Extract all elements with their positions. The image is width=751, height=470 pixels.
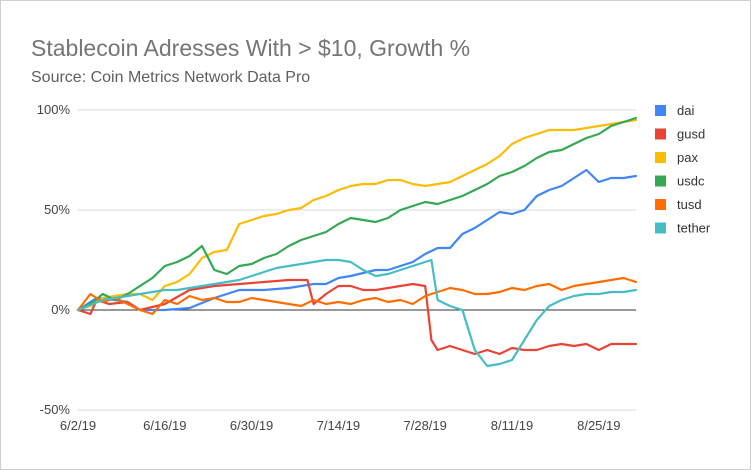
legend-label-gusd: gusd: [677, 127, 705, 142]
y-tick-label: 0%: [51, 302, 70, 317]
legend-label-tusd: tusd: [677, 197, 702, 212]
legend-label-dai: dai: [677, 103, 694, 118]
x-tick-label: 6/2/19: [60, 418, 96, 433]
legend-label-pax: pax: [677, 150, 698, 165]
y-tick-label: 50%: [44, 202, 70, 217]
x-tick-label: 6/30/19: [230, 418, 273, 433]
legend-label-tether: tether: [677, 221, 711, 236]
x-tick-label: 7/14/19: [317, 418, 360, 433]
chart-subtitle: Source: Coin Metrics Network Data Pro: [31, 69, 311, 86]
series-line-dai: [76, 168, 638, 312]
chart-title: Stablecoin Adresses With > $10, Growth %: [31, 35, 471, 61]
series-line-usdc: [76, 116, 638, 312]
legend-swatch-usdc: [655, 175, 666, 187]
x-tick-label: 8/11/19: [491, 418, 533, 433]
legend-swatch-tusd: [655, 199, 666, 210]
y-tick-label: -50%: [40, 402, 71, 417]
x-tick-label: 8/25/19: [577, 418, 620, 433]
x-tick-label: 7/28/19: [404, 418, 447, 433]
y-tick-label: 100%: [37, 102, 71, 117]
series-line-tusd: [76, 276, 638, 316]
series-line-pax: [76, 118, 638, 312]
legend-label-usdc: usdc: [677, 174, 705, 189]
series-line-tether: [76, 258, 638, 368]
legend-swatch-gusd: [655, 128, 666, 140]
legend-swatch-tether: [655, 222, 666, 234]
x-tick-label: 6/16/19: [143, 418, 186, 433]
legend-swatch-pax: [655, 152, 666, 163]
series-line-gusd: [76, 278, 638, 356]
legend-swatch-dai: [655, 105, 666, 116]
